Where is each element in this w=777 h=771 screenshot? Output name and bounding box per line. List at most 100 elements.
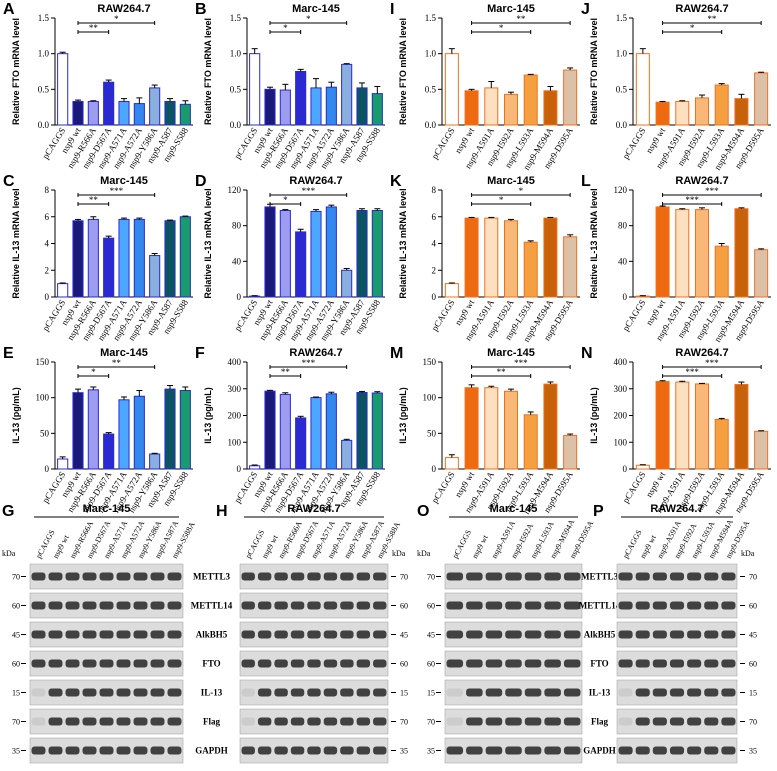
kda-label: 60	[749, 602, 757, 611]
blot-band	[524, 688, 542, 697]
blot-band	[31, 717, 46, 726]
y-tick-label: 1.5	[38, 13, 50, 23]
error-bar	[508, 91, 514, 95]
blot-band	[618, 601, 633, 610]
blot-band	[466, 746, 483, 755]
bar	[164, 388, 176, 470]
bar	[694, 209, 710, 298]
blot-band	[340, 630, 354, 639]
bar	[325, 393, 337, 470]
protein-label: IL-13	[201, 688, 223, 698]
blot-band	[505, 630, 522, 639]
blot-band	[99, 572, 114, 581]
error-bar	[374, 391, 381, 394]
bar	[675, 209, 690, 298]
blot-title: Marc-145	[83, 503, 131, 515]
blot-band	[31, 659, 46, 668]
blot-band	[48, 572, 63, 581]
error-bar	[448, 454, 455, 458]
bar	[133, 395, 145, 470]
kda-label: 45	[749, 631, 757, 640]
kda-label: 60	[400, 660, 408, 669]
blot-band	[446, 746, 464, 755]
blot-band	[485, 688, 503, 697]
y-tick-label: 120	[614, 185, 628, 195]
error-bar	[343, 63, 350, 65]
bar	[655, 206, 670, 298]
blot-band	[652, 688, 667, 697]
bar	[464, 90, 479, 126]
bar	[264, 88, 276, 126]
significance-label: ***	[705, 358, 719, 368]
blot-band	[466, 601, 483, 610]
kda-label: 35	[400, 747, 408, 756]
y-tick-label: 0.0	[230, 120, 242, 130]
bar	[103, 81, 115, 126]
y-tick-label: 1.0	[38, 49, 50, 59]
error-bar	[167, 219, 173, 221]
significance-label: **	[707, 14, 717, 24]
error-bar	[468, 216, 475, 219]
blot-band	[241, 601, 255, 610]
blot-band	[257, 601, 272, 610]
blot-band	[635, 601, 650, 610]
blot-band	[563, 688, 581, 697]
blot-band	[544, 717, 561, 726]
error-bar	[758, 248, 765, 250]
bar	[356, 391, 368, 470]
blot-band	[99, 659, 114, 668]
error-bar	[718, 417, 725, 420]
y-tick-label: 1.0	[616, 49, 628, 59]
bar	[57, 53, 69, 126]
kda-label: 60	[427, 660, 435, 669]
chart-title: Marc-145	[100, 175, 148, 187]
error-bar	[251, 48, 258, 54]
bar	[444, 283, 459, 298]
panel-label: H	[216, 503, 228, 520]
blot-band	[274, 688, 288, 697]
bar	[734, 383, 749, 470]
y-tick-label: 400	[228, 357, 242, 367]
error-bar	[527, 411, 534, 415]
bar	[655, 101, 670, 126]
blot-band	[524, 572, 542, 581]
y-tick-label: 0.0	[425, 120, 437, 130]
blot-band	[290, 659, 305, 668]
kda-header: kDa	[2, 549, 16, 558]
blot-band	[82, 601, 97, 610]
error-bar	[121, 396, 127, 400]
blot-band	[485, 746, 503, 755]
blot-band	[307, 572, 321, 581]
blot-band	[274, 601, 288, 610]
blot-band	[373, 601, 387, 610]
bar	[179, 216, 191, 298]
kda-label: 45	[427, 631, 435, 640]
blot-band	[618, 746, 633, 755]
blot-band	[687, 572, 702, 581]
blot-band	[373, 746, 387, 755]
bar	[310, 87, 322, 126]
bar	[310, 397, 322, 470]
chart-title: RAW264.7	[289, 347, 342, 359]
bar	[523, 241, 538, 298]
bar	[295, 417, 307, 470]
error-bar	[167, 385, 173, 390]
bar	[734, 208, 749, 298]
blot-band	[356, 601, 371, 610]
blot-band	[687, 717, 702, 726]
blot-band	[307, 630, 321, 639]
significance-label: **	[497, 367, 507, 377]
error-bar	[508, 388, 514, 392]
error-bar	[359, 82, 365, 88]
y-axis-label: IL-13 (pg/mL)	[589, 387, 599, 444]
error-bar	[151, 84, 158, 88]
blot-band	[466, 717, 483, 726]
blot-band	[150, 746, 165, 755]
bar	[484, 87, 499, 126]
bar	[464, 217, 479, 298]
blot-band	[290, 601, 305, 610]
bar	[295, 71, 307, 126]
blot-band	[544, 630, 561, 639]
bar	[72, 392, 84, 470]
blot-band	[524, 659, 542, 668]
